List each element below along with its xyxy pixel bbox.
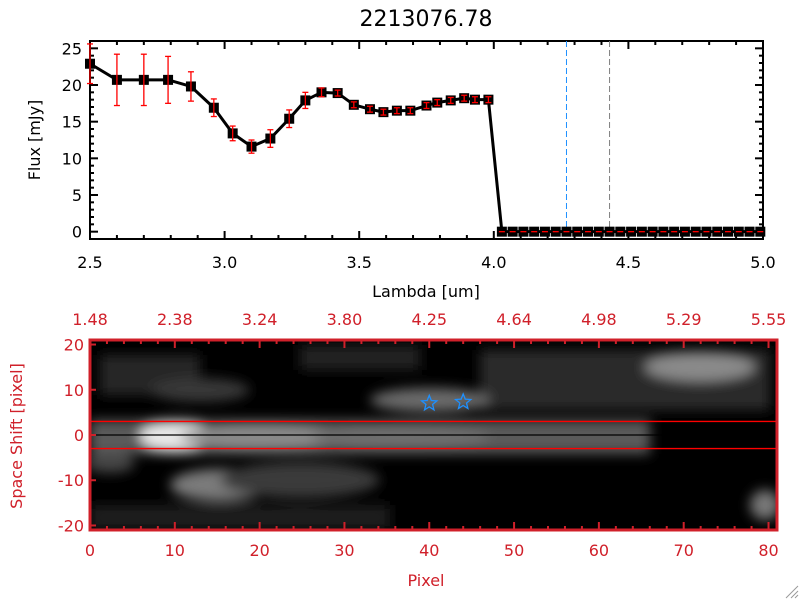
y-tick-label: 20 [64,336,84,355]
y-tick-label: 5 [72,186,82,205]
error-bar [187,71,194,102]
error-bar [229,125,236,142]
error-bar [471,96,478,104]
x-tick-label: 10 [165,541,185,560]
wavelength-tick-label: 4.25 [411,310,447,329]
image-axes: 0 1.48 10 2.38 20 3.24 30 3.80 40 4.25 50 4.64 60 4.9… [58,310,786,560]
x-axis-label: Lambda [um] [372,282,480,301]
x-tick-label: 50 [504,541,524,560]
error-bar [447,96,454,104]
y-axis-label: Flux [mJy] [25,100,44,181]
error-bar [380,108,387,116]
error-bar [113,53,120,107]
y-tick-label: 25 [62,39,82,58]
wavelength-tick-label: 3.24 [242,310,278,329]
flux-plot: 2.5 3.0 3.5 4.0 4.5 5.0 0 5 10 15 20 25 [62,39,776,272]
error-bar [366,105,373,113]
y-tick-label: 10 [62,149,82,168]
error-bar [393,107,400,115]
x-tick-label: 4.0 [481,253,506,272]
wavelength-tick-label: 5.29 [666,310,702,329]
wavelength-tick-label: 2.38 [157,310,193,329]
error-bar [485,96,492,104]
x-tick-label: 2.5 [77,253,102,272]
x-tick-label: 80 [758,541,778,560]
x-tick-label: 3.0 [212,253,237,272]
error-bar [210,98,217,118]
error-bar [140,53,147,107]
x-tick-label: 40 [419,541,439,560]
chart-title: 2213076.78 [360,7,493,32]
wavelength-tick-label: 4.64 [496,310,532,329]
x-tick-label: 70 [674,541,694,560]
x-tick-label: 3.5 [346,253,371,272]
y-tick-label: 15 [62,113,82,132]
y-tick-label: -10 [58,471,84,490]
space-shift-axis-label: Space Shift [pixel] [7,363,26,509]
error-bar [248,139,255,154]
error-bar [334,89,341,97]
y-tick-label: 0 [74,426,84,445]
error-bar [434,99,441,107]
x-tick-label: 30 [334,541,354,560]
error-bar [165,55,172,104]
error-bar [302,91,309,110]
y-tick-label: 10 [64,381,84,400]
error-bar [350,101,357,109]
error-bar [407,107,414,115]
x-tick-label: 60 [589,541,609,560]
error-bar [423,101,430,110]
wavelength-tick-label: 4.98 [581,310,617,329]
x-tick-label: 0 [85,541,95,560]
pixel-axis-label: Pixel [407,571,444,590]
y-tick-label: 0 [72,223,82,242]
error-bar [87,43,93,85]
wavelength-tick-label: 1.48 [72,310,108,329]
y-tick-label: 20 [62,76,82,95]
x-tick-label: 5.0 [750,253,775,272]
x-tick-label: 20 [249,541,269,560]
plot-frame [89,40,764,240]
star-marker-icon [453,392,473,410]
x-tick-label: 4.5 [616,253,641,272]
resize-grip-icon[interactable] [785,585,799,599]
star-marker-icon [419,393,439,412]
error-bar [267,129,274,148]
wavelength-tick-label: 3.80 [327,310,363,329]
y-tick-label: -20 [58,516,84,535]
error-bar [286,109,293,129]
error-bar [318,87,325,98]
error-bar [461,94,468,102]
wavelength-tick-label: 5.55 [751,310,787,329]
